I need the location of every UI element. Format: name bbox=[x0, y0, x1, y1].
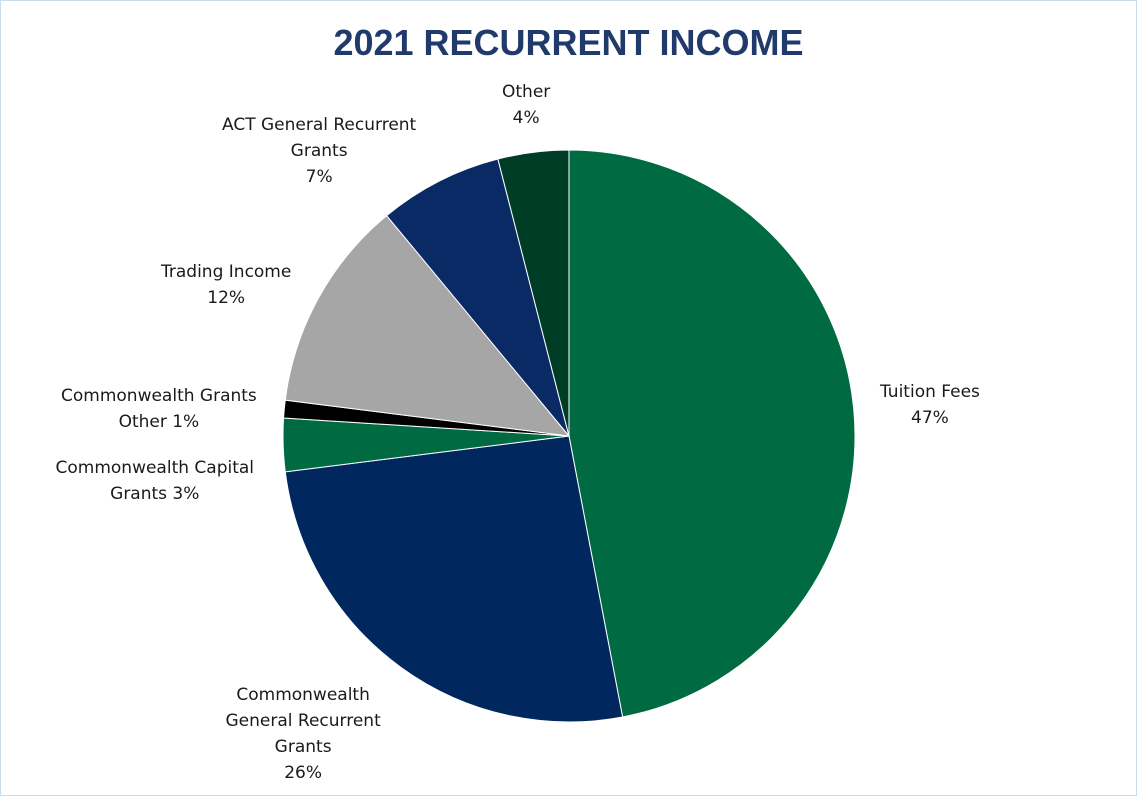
pie-slice-trading-income bbox=[284, 214, 571, 437]
slice-label-commonwealth-grants-other: Commonwealth Grants Other 1% bbox=[61, 383, 257, 435]
slice-label-trading-income: Trading Income 12% bbox=[161, 259, 291, 311]
slice-label-line: Grants 3% bbox=[110, 484, 200, 504]
slice-label-line: 47% bbox=[911, 408, 949, 428]
slice-label-line: Grants bbox=[290, 141, 348, 161]
pie-slice-tuition-fees bbox=[568, 149, 856, 718]
slice-label-line: Other 1% bbox=[118, 412, 200, 432]
slice-label-line: Tuition Fees bbox=[880, 382, 980, 402]
slice-label-line: 7% bbox=[305, 167, 333, 187]
slice-label-line: General Recurrent bbox=[225, 711, 381, 731]
slice-label-line: Trading Income bbox=[161, 262, 292, 282]
slice-label-line: ACT General Recurrent bbox=[222, 115, 417, 135]
slice-label-line: 4% bbox=[512, 108, 540, 128]
pie-slice-act-general-recurrent-grants bbox=[385, 158, 570, 437]
slice-label-act-general-recurrent-grants: ACT General Recurrent Grants 7% bbox=[222, 112, 416, 190]
pie-slice-other bbox=[497, 149, 570, 437]
pie-slice-commonwealth-general-recurrent-grants bbox=[284, 435, 624, 723]
slice-label-commonwealth-general-recurrent-grants: Commonwealth General Recurrent Grants 26% bbox=[226, 682, 381, 786]
slice-label-line: Commonwealth Capital bbox=[55, 458, 255, 478]
slice-label-line: Commonwealth bbox=[236, 685, 370, 705]
slice-label-line: Other bbox=[502, 82, 551, 102]
slice-label-other: Other 4% bbox=[502, 79, 550, 131]
slice-label-line: 12% bbox=[207, 288, 246, 308]
slice-label-tuition-fees: Tuition Fees 47% bbox=[880, 379, 980, 431]
slice-label-line: 26% bbox=[284, 763, 323, 783]
chart-title: 2021 RECURRENT INCOME bbox=[333, 22, 804, 63]
slice-label-line: Commonwealth Grants bbox=[61, 386, 257, 406]
slice-label-commonwealth-capital-grants: Commonwealth Capital Grants 3% bbox=[56, 455, 255, 507]
slice-label-line: Grants bbox=[274, 737, 332, 757]
